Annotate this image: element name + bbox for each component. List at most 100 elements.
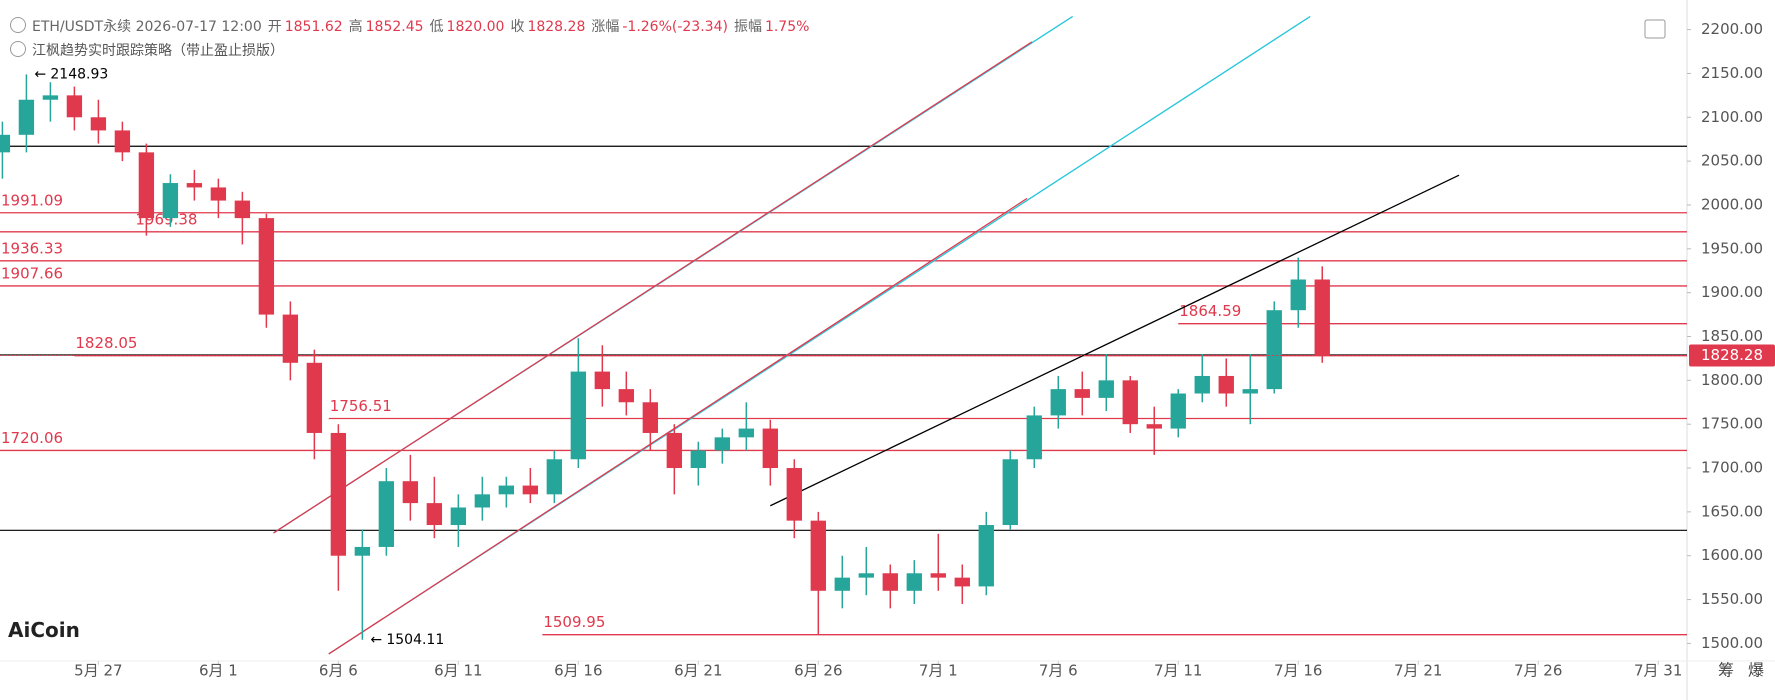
candle-body [714,437,730,451]
y-tick-label: 1700.00 [1701,459,1763,477]
x-tick-label: 6月 1 [199,662,238,680]
y-tick-label: 2200.00 [1701,20,1763,38]
candle-body [354,546,371,556]
x-tick-label: 7月 1 [919,662,958,680]
y-tick-label: 1950.00 [1701,239,1763,257]
candle-body [1026,415,1042,460]
candle-body [1242,389,1258,394]
x-tick-label: 6月 6 [319,662,358,680]
candle-body [450,507,467,526]
y-tick-label: 2150.00 [1701,64,1763,82]
header: ETH/USDT永续 2026-07-17 12:00 开 1851.62 高 1852… [10,16,815,36]
level-label: 1509.95 [543,613,605,631]
candle-body [954,577,970,587]
candle-body [1194,375,1210,394]
candle-body [42,95,59,100]
candle-body [906,573,922,591]
y-tick-label: 1750.00 [1701,415,1763,433]
candle-body [666,432,682,469]
field-value: 1851.62 [284,19,343,35]
level-label: 1828.05 [75,334,137,352]
candle-body [858,573,874,578]
candle-body [1290,279,1306,311]
candle-body [282,314,299,363]
candle-body [66,95,83,118]
field-name: 振幅 [733,19,762,35]
x-tick-label: 6月 21 [674,662,722,680]
candle-body [162,183,179,219]
field-name: 高 [348,19,363,35]
y-tick-label: 1600.00 [1701,546,1763,564]
icon [10,17,26,33]
field-value: 1852.45 [365,19,424,35]
candle-body [1266,310,1282,390]
candle-body [1314,279,1330,356]
candle-body [1098,380,1114,398]
candle-body [114,130,131,153]
y-tick-label: 2000.00 [1701,195,1763,213]
candle-body [762,428,778,469]
candle-body [330,432,347,556]
low-annotation: 1504.11 [386,632,444,648]
y-tick-label: 1850.00 [1701,327,1763,345]
datetime: 2026-07-17 12:00 [135,19,262,35]
candle-body [426,503,443,526]
corner-label: 爆 [1748,661,1764,680]
fullscreen-button[interactable] [1644,19,1666,39]
x-tick-label: 5月 27 [74,662,122,680]
x-tick-label: 6月 26 [794,662,842,680]
candle-body [690,450,706,469]
candle-body [546,459,563,495]
y-tick-label: 1800.00 [1701,371,1763,389]
x-tick-label: 6月 16 [554,662,602,680]
candle-body [810,520,826,591]
candle-body [210,187,227,201]
x-tick-label: 7月 11 [1154,662,1202,680]
strategy-name: 江枫趋势实时跟踪策略（带止盈止损版） [32,43,284,59]
arrow: ← [370,632,382,648]
candle-body [186,183,203,188]
strategy[interactable]: 江枫趋势实时跟踪策略（带止盈止损版） [10,40,284,60]
y-tick-label: 1650.00 [1701,502,1763,520]
field-name: 开 [267,19,282,35]
level-label: 1907.66 [1,264,63,282]
candle-body [234,200,251,219]
field-name: 低 [429,19,444,35]
logo-text: AiCoin [8,618,80,642]
candle-body [1122,380,1138,425]
candle-body [402,481,419,504]
x-tick-label: 7月 16 [1274,662,1322,680]
candle-body [594,371,611,390]
price-tag-label: 1828.28 [1701,346,1763,364]
candle-body [258,218,275,315]
candle-body [882,573,898,591]
candle-body [834,577,850,591]
logo: AiCoin [8,618,80,642]
candle-body [0,134,11,153]
y-tick-label: 2100.00 [1701,108,1763,126]
candle-body [18,99,35,135]
candle-body [570,371,587,460]
candle-body [522,485,539,495]
price-tag [1689,344,1775,367]
candle-body [1170,393,1186,429]
level-label: 1720.06 [1,429,63,447]
candle-body [738,428,754,438]
candle-body [1074,389,1090,398]
candle-body [498,485,515,495]
candle-body [474,494,491,508]
level-label: 1991.09 [1,191,63,209]
candle-body [618,389,635,403]
candle-body [306,362,323,433]
candle-body [786,468,802,521]
level-label: 1864.59 [1179,302,1241,320]
y-tick-label: 1550.00 [1701,590,1763,608]
candle-body [138,152,155,219]
corner-label: 筹 [1718,661,1734,680]
x-tick-label: 7月 26 [1514,662,1562,680]
field-value: -1.26%(-23.34) [622,19,728,35]
level-label: 1936.33 [1,239,63,257]
field-name: 收 [510,19,525,35]
